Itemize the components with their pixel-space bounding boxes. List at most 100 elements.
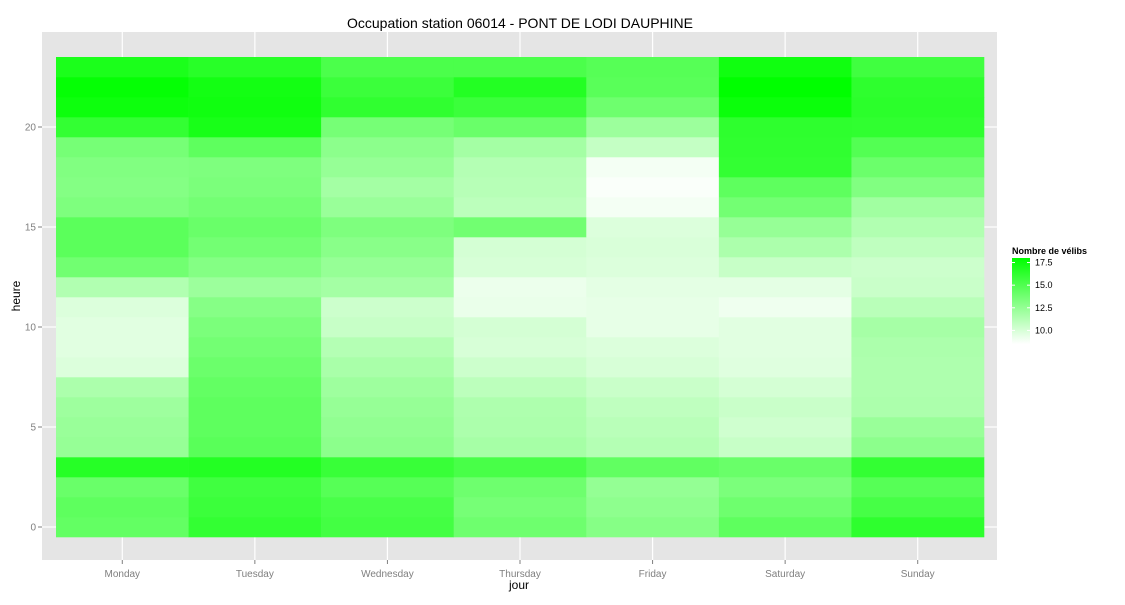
legend-label: 17.5 — [1035, 258, 1053, 268]
heatmap-cell — [851, 437, 985, 458]
heatmap-cell — [56, 237, 189, 258]
heatmap-cell — [851, 97, 985, 118]
heatmap-cell — [851, 357, 985, 378]
heatmap-cell — [851, 457, 985, 478]
heatmap-cell — [453, 77, 587, 98]
heatmap-cell — [586, 397, 720, 418]
heatmap-cell — [851, 337, 985, 358]
heatmap-cell — [188, 197, 322, 218]
heatmap-cell — [718, 517, 852, 538]
heatmap-cell — [453, 497, 587, 518]
heatmap-cell — [851, 177, 985, 198]
heatmap-cell — [851, 477, 985, 498]
heatmap-cell — [321, 477, 455, 498]
x-tick-label: Thursday — [499, 569, 541, 580]
heatmap-cell — [718, 337, 852, 358]
heatmap-cell — [56, 277, 189, 298]
heatmap-cell — [188, 117, 322, 138]
x-tick-label: Friday — [639, 569, 667, 580]
heatmap-cell — [851, 277, 985, 298]
heatmap-cell — [56, 257, 189, 278]
heatmap-cell — [188, 317, 322, 338]
heatmap-cell — [321, 357, 455, 378]
heatmap-cell — [56, 77, 189, 98]
heatmap-cell — [851, 217, 985, 238]
heatmap-cell — [453, 337, 587, 358]
heatmap-cell — [56, 357, 189, 378]
heatmap-cell — [586, 457, 720, 478]
heatmap-cell — [718, 177, 852, 198]
heatmap-cell — [851, 417, 985, 438]
x-axis-label: jour — [508, 578, 529, 592]
x-tick-label: Wednesday — [361, 569, 414, 580]
y-tick-label: 15 — [25, 223, 37, 234]
heatmap-cell — [56, 437, 189, 458]
heatmap-cell — [321, 437, 455, 458]
heatmap-cell — [718, 317, 852, 338]
x-axis-ticks: Monday Tuesday Wednesday Thursday Friday Satu… — [104, 560, 935, 580]
heatmap-cell — [586, 217, 720, 238]
heatmap-cell — [188, 77, 322, 98]
heatmap-cell — [188, 477, 322, 498]
heatmap-cell — [453, 57, 587, 78]
heatmap-tiles — [56, 57, 985, 538]
legend-label: 10.0 — [1035, 325, 1053, 335]
heatmap-cell — [586, 177, 720, 198]
legend-title: Nombre de vélibs — [1012, 246, 1087, 256]
heatmap-cell — [718, 497, 852, 518]
heatmap-cell — [188, 357, 322, 378]
heatmap-cell — [586, 77, 720, 98]
heatmap-cell — [851, 157, 985, 178]
heatmap-cell — [718, 57, 852, 78]
heatmap-cell — [586, 437, 720, 458]
heatmap-cell — [718, 257, 852, 278]
heatmap-cell — [453, 97, 587, 118]
heatmap-cell — [56, 57, 189, 78]
heatmap-cell — [586, 157, 720, 178]
heatmap-cell — [188, 237, 322, 258]
heatmap-cell — [453, 197, 587, 218]
heatmap-cell — [321, 297, 455, 318]
heatmap-cell — [453, 397, 587, 418]
heatmap-cell — [718, 357, 852, 378]
heatmap-cell — [56, 197, 189, 218]
y-axis-label: heure — [9, 280, 23, 311]
heatmap-cell — [321, 197, 455, 218]
heatmap-cell — [586, 197, 720, 218]
heatmap-cell — [56, 117, 189, 138]
heatmap-cell — [321, 237, 455, 258]
heatmap-cell — [718, 297, 852, 318]
heatmap-cell — [453, 217, 587, 238]
y-axis-ticks: 0 5 10 15 20 — [25, 123, 42, 534]
heatmap-cell — [718, 277, 852, 298]
heatmap-cell — [586, 497, 720, 518]
heatmap-cell — [586, 317, 720, 338]
heatmap-cell — [56, 317, 189, 338]
heatmap-cell — [321, 517, 455, 538]
x-tick-label: Sunday — [901, 569, 935, 580]
heatmap-cell — [321, 57, 455, 78]
heatmap-cell — [321, 277, 455, 298]
y-tick-label: 20 — [25, 123, 37, 134]
heatmap-cell — [321, 417, 455, 438]
heatmap-cell — [56, 297, 189, 318]
heatmap-cell — [321, 77, 455, 98]
heatmap-cell — [56, 517, 189, 538]
y-tick-label: 10 — [25, 323, 37, 334]
legend-label: 12.5 — [1035, 303, 1053, 313]
heatmap-cell — [56, 97, 189, 118]
heatmap-cell — [718, 137, 852, 158]
heatmap-cell — [453, 277, 587, 298]
heatmap-cell — [718, 377, 852, 398]
heatmap-cell — [586, 337, 720, 358]
heatmap-cell — [321, 377, 455, 398]
heatmap-cell — [453, 457, 587, 478]
heatmap-cell — [321, 317, 455, 338]
heatmap-cell — [453, 237, 587, 258]
heatmap-cell — [586, 57, 720, 78]
heatmap-cell — [718, 77, 852, 98]
heatmap-cell — [321, 497, 455, 518]
heatmap-cell — [453, 517, 587, 538]
heatmap-cell — [718, 477, 852, 498]
heatmap-cell — [188, 137, 322, 158]
